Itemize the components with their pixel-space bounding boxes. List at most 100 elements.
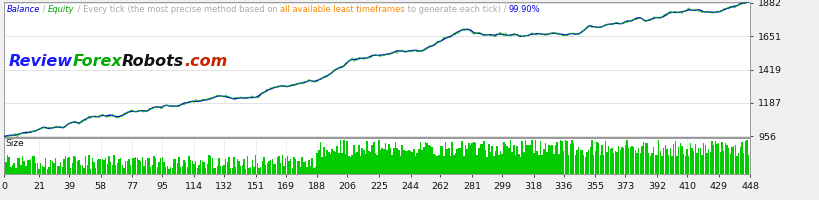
Bar	[118, 159, 120, 174]
Bar	[416, 153, 418, 174]
Bar	[87, 165, 88, 174]
Bar	[539, 141, 541, 174]
Bar	[531, 140, 532, 174]
Bar	[300, 167, 301, 174]
Bar	[568, 155, 569, 174]
Bar	[100, 159, 102, 174]
Bar	[306, 167, 308, 174]
Bar	[90, 169, 92, 174]
Bar	[587, 150, 589, 174]
Bar	[536, 151, 537, 174]
Bar	[481, 144, 482, 174]
Bar	[128, 159, 129, 174]
Bar	[442, 156, 444, 174]
Bar	[203, 162, 205, 174]
Text: /: /	[40, 5, 48, 14]
Bar	[602, 155, 604, 174]
Bar	[358, 145, 360, 174]
Text: Robots: Robots	[122, 54, 184, 69]
Bar	[569, 144, 571, 174]
Bar	[686, 149, 687, 174]
Bar	[637, 148, 639, 174]
Bar	[526, 145, 527, 174]
Text: Equity: Equity	[48, 5, 75, 14]
Bar	[298, 161, 299, 174]
Bar	[341, 153, 342, 174]
Bar	[429, 146, 431, 174]
Bar	[676, 156, 677, 174]
Bar	[740, 142, 742, 174]
Bar	[650, 153, 652, 174]
Bar	[211, 158, 213, 174]
Bar	[729, 154, 731, 174]
Bar	[426, 143, 428, 174]
Bar	[463, 156, 464, 174]
Bar	[346, 141, 347, 174]
Bar	[704, 145, 705, 174]
Bar	[707, 149, 708, 174]
Bar	[695, 153, 697, 174]
Bar	[679, 143, 681, 174]
Bar	[700, 155, 702, 174]
Bar	[378, 140, 379, 174]
Bar	[40, 163, 42, 174]
Bar	[474, 143, 476, 174]
Bar	[406, 151, 407, 174]
Bar	[634, 150, 636, 174]
Bar	[614, 151, 615, 174]
Bar	[97, 160, 98, 174]
Bar	[631, 146, 632, 174]
Bar	[607, 146, 609, 174]
Bar	[305, 161, 306, 174]
Bar	[218, 158, 219, 174]
Bar	[55, 158, 57, 174]
Bar	[181, 166, 183, 174]
Bar	[428, 145, 429, 174]
Bar	[511, 152, 512, 174]
Bar	[715, 144, 717, 174]
Bar	[717, 143, 718, 174]
Bar	[408, 150, 410, 174]
Bar	[95, 168, 97, 174]
Bar	[692, 151, 694, 174]
Bar	[324, 156, 326, 174]
Bar	[205, 168, 206, 174]
Bar	[497, 155, 499, 174]
Bar	[15, 168, 16, 174]
Bar	[379, 150, 381, 174]
Bar	[571, 140, 572, 174]
Bar	[424, 142, 426, 174]
Bar	[148, 158, 150, 174]
Bar	[216, 166, 218, 174]
Bar	[265, 165, 266, 174]
Bar	[749, 144, 750, 174]
Bar	[314, 167, 316, 174]
Bar	[289, 159, 291, 174]
Bar	[229, 168, 231, 174]
Bar	[411, 152, 413, 174]
Bar	[160, 158, 161, 174]
Text: Review: Review	[8, 54, 72, 69]
Bar	[236, 159, 238, 174]
Bar	[353, 145, 354, 174]
Text: .com: .com	[184, 54, 227, 69]
Bar	[477, 148, 479, 174]
Bar	[519, 157, 521, 174]
Text: Balance: Balance	[7, 5, 40, 14]
Bar	[374, 153, 376, 174]
Bar	[98, 159, 100, 174]
Bar	[92, 158, 93, 174]
Bar	[654, 155, 655, 174]
Bar	[271, 159, 273, 174]
Bar	[226, 162, 228, 174]
Bar	[521, 141, 523, 174]
Bar	[295, 159, 296, 174]
Bar	[376, 155, 378, 174]
Bar	[228, 157, 229, 174]
Bar	[667, 155, 668, 174]
Bar	[622, 148, 624, 174]
Bar	[487, 144, 489, 174]
Bar	[316, 153, 318, 174]
Bar	[516, 146, 518, 174]
Bar	[184, 162, 186, 174]
